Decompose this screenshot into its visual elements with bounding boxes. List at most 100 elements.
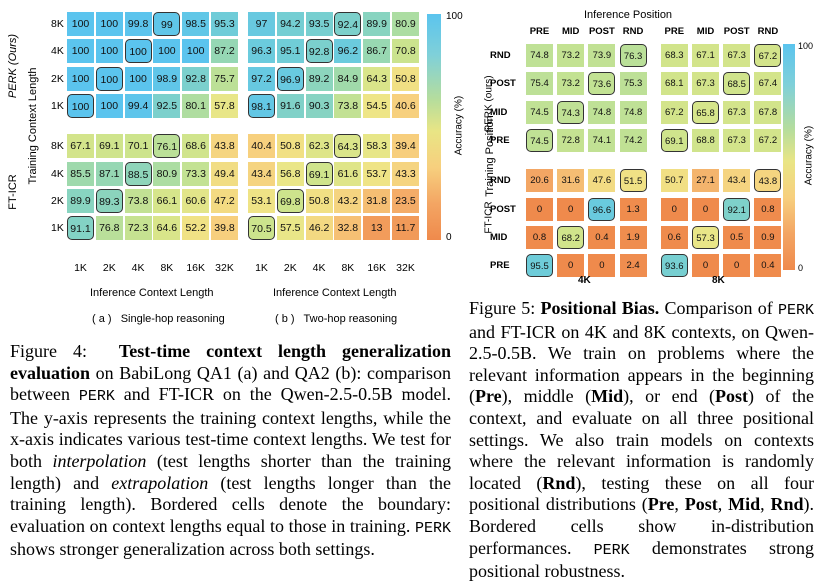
heatmap-cell: 87.1 [95,161,123,186]
caption-italic: extrapolation [111,472,209,493]
heatmap-cell: 50.7 [660,169,688,193]
x-tick-label: 2K [283,262,297,274]
heatmap-cell: 0.6 [660,225,688,249]
subtitle-a: ( a ) Single-hop reasoning [92,313,225,325]
heatmap-cell: 68.2 [557,225,585,249]
heatmap-cell: 0 [660,197,688,221]
heatmap-cell: 53.7 [363,161,391,186]
caption-bold: Post [715,386,749,407]
perk-name: PERK [78,388,115,406]
heatmap-cell: 73.8 [334,93,362,118]
heatmap-cell: 74.1 [588,128,616,152]
heatmap-cell: 100 [95,66,123,91]
caption-prefix: Figure 4: [10,341,119,361]
group-label-fticr: FT-ICR [7,174,19,210]
col-label: RND [622,26,644,37]
heatmap-cell: 99.8 [124,12,152,36]
heatmap-cell: 0.8 [526,225,553,249]
col-label: PRE [529,26,550,37]
heatmap-cell: 0 [723,254,751,278]
caption-text: , [760,494,771,515]
col-label: POST [723,26,750,37]
heatmap-cell: 74.8 [588,100,616,124]
heatmap-cell: 40.4 [248,134,275,159]
heatmap-cell: 47.6 [588,169,616,193]
heatmap-cell: 76.8 [95,216,123,241]
heatmap-cell: 100 [67,66,94,91]
heatmap-cell: 96.9 [276,66,304,91]
heatmap-cell: 57.8 [211,93,238,118]
caption-text: (test lengths longer than the training l… [10,472,451,536]
heatmap-cell: 58.3 [363,134,391,159]
heatmap-cell: 74.3 [557,100,585,124]
heatmap-cell: 89.3 [95,188,123,213]
heatmap-cell: 75.4 [526,72,553,96]
heatmap-cell: 31.8 [363,188,391,213]
heatmap-cell: 74.8 [526,44,553,67]
heatmap-cell: 70.1 [124,134,152,159]
heatmap-cell: 66.1 [153,188,181,213]
heatmap-cell: 86.7 [363,39,391,64]
heatmap-cell: 100 [67,12,94,36]
col-label: RND [757,26,779,37]
row-label: RND [490,175,511,187]
heatmap-cell: 0.9 [754,225,782,249]
caption-bold: Test-time context length generalization … [10,341,451,383]
heatmap-cell: 64.6 [153,216,181,241]
heatmap-cell: 73.9 [588,44,616,67]
heatmap-cell: 47.2 [211,188,238,213]
heatmap-cell: 73.6 [588,72,616,96]
heatmap-cell: 74.8 [619,100,647,124]
heatmap-cell: 72.8 [557,128,585,152]
x-tick-label: 4K [312,262,326,274]
heatmap-cell: 50.8 [276,134,304,159]
heatmap-cell: 27.1 [692,169,719,193]
heatmap-cell: 69.1 [660,128,688,152]
heatmap-cell: 0 [692,197,719,221]
heatmap-cell: 32.8 [334,216,362,241]
heatmap-cell: 1.3 [619,197,647,221]
row-label: POST [490,203,516,215]
heatmap-cell: 40.6 [392,93,419,118]
heatmap-cell: 51.5 [619,169,647,193]
heatmap-cell: 67.2 [660,100,688,124]
heatmap-cell: 0 [557,254,585,278]
heatmap-cell: 43.8 [754,169,782,193]
heatmap-cell: 50.8 [392,66,419,91]
heatmap-cell: 88.5 [124,161,152,186]
heatmap-cell: 100 [124,39,152,64]
caption-text: ), or end ( [623,386,716,407]
heatmap-cell: 43.4 [248,161,275,186]
heatmap-cell: 95.3 [211,12,238,36]
heatmap-cell: 73.3 [182,161,210,186]
heatmap-cell: 99.4 [124,93,152,118]
heatmap-cell: 93.6 [660,254,688,278]
heatmap-cell: 53.1 [248,188,275,213]
heatmap-cell: 97 [248,12,275,36]
heatmap-cell: 61.6 [334,161,362,186]
heatmap-cell: 67.2 [754,128,782,152]
inference-position-title: Inference Position [584,9,673,21]
caption-text: on BabiLong QA1 (a) and QA2 (b): compari… [10,362,451,405]
heatmap-cell: 67.1 [67,134,94,159]
heatmap-cell: 89.9 [67,188,94,213]
heatmap-cell: 100 [95,39,123,64]
heatmap-cell: 67.3 [723,128,751,152]
caption-text: and FT-ICR on 4K and 8K contexts, on Qwe… [469,321,814,407]
col-label: MID [696,26,715,37]
heatmap-cell: 74.2 [619,128,647,152]
y-axis-label: Training Position [484,115,496,197]
caption-prefix: Figure 5: [469,298,541,318]
row-label: 4K [51,167,64,180]
heatmap-cell: 100 [95,93,123,118]
heatmap-cell: 0.4 [754,254,782,278]
heatmap-cell: 39.4 [392,134,419,159]
col-label: MID [561,26,580,37]
heatmap-cell: 100 [95,12,123,36]
colorbar-min: 0 [446,232,452,243]
row-label: PRE [490,134,510,146]
block-label-4k: 4K [578,275,591,286]
heatmap-cell: 70.5 [248,216,275,241]
heatmap-cell: 74.5 [526,100,553,124]
x-tick-label: 4K [131,262,145,274]
